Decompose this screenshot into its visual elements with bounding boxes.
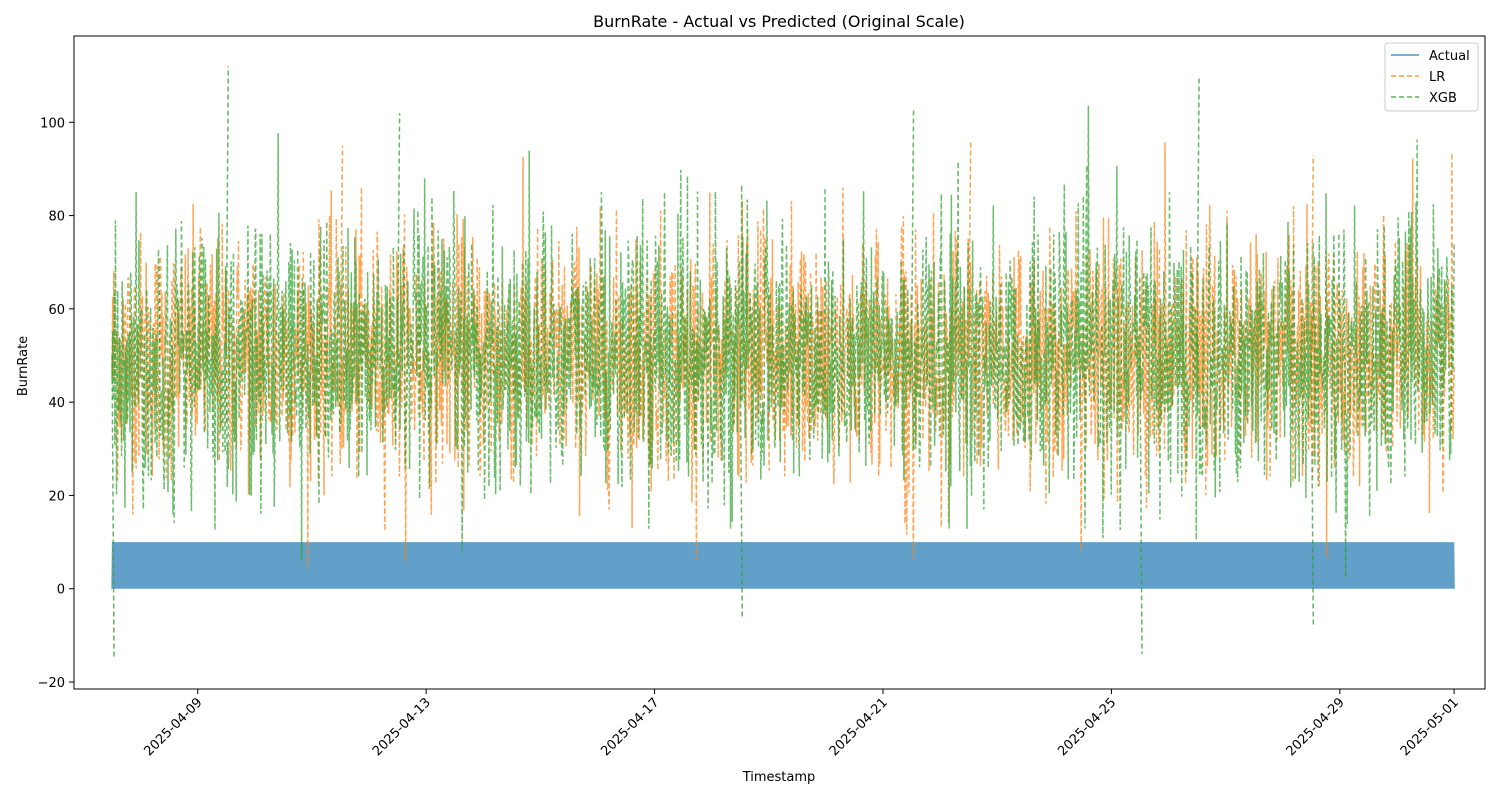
y-tick-label: 40 bbox=[48, 396, 65, 411]
legend-label-lr: LR bbox=[1429, 70, 1445, 85]
spike-xgb-1 bbox=[225, 66, 230, 356]
x-tick-label: 2025-04-17 bbox=[598, 695, 662, 759]
x-tick-label: 2025-04-25 bbox=[1055, 695, 1119, 759]
spike-lr-1 bbox=[967, 140, 972, 356]
spike-xgb-4 bbox=[1196, 75, 1200, 356]
chart-title: BurnRate - Actual vs Predicted (Original… bbox=[593, 12, 965, 31]
spike-xgb-0 bbox=[111, 355, 115, 659]
x-axis-title: Timestamp bbox=[742, 770, 816, 785]
legend-label-actual: Actual bbox=[1429, 49, 1470, 64]
spike-xgb-3 bbox=[910, 108, 915, 356]
plot-frame bbox=[73, 35, 1486, 690]
legend-label-xgb: XGB bbox=[1429, 91, 1457, 106]
x-tick-label: 2025-04-29 bbox=[1284, 695, 1348, 759]
x-tick-label: 2025-05-01 bbox=[1398, 695, 1462, 759]
y-tick-label: 60 bbox=[48, 303, 65, 318]
y-tick-label: −20 bbox=[38, 676, 65, 691]
x-tick-label: 2025-04-13 bbox=[370, 695, 434, 759]
x-tick-label: 2025-04-09 bbox=[142, 695, 206, 759]
spike-xgb-6 bbox=[1310, 355, 1315, 627]
y-tick-label: 20 bbox=[48, 489, 65, 504]
spike-xgb-2 bbox=[396, 112, 401, 356]
spike-xgb-5 bbox=[1139, 355, 1143, 655]
spike-lr-2 bbox=[1310, 154, 1315, 356]
y-tick-label: 0 bbox=[57, 583, 65, 598]
y-axis-title: BurnRate bbox=[16, 336, 31, 396]
spike-xgb-7 bbox=[739, 355, 743, 617]
legend-box bbox=[1384, 42, 1479, 112]
series-line-actual bbox=[111, 542, 1455, 589]
y-tick-label: 100 bbox=[40, 116, 65, 131]
legend: Actual LR XGB bbox=[1384, 42, 1479, 112]
x-tick-label: 2025-04-21 bbox=[827, 695, 891, 759]
spike-lr-0 bbox=[339, 145, 344, 356]
y-tick-label: 80 bbox=[48, 210, 65, 225]
series-line-xgb bbox=[111, 105, 1455, 578]
